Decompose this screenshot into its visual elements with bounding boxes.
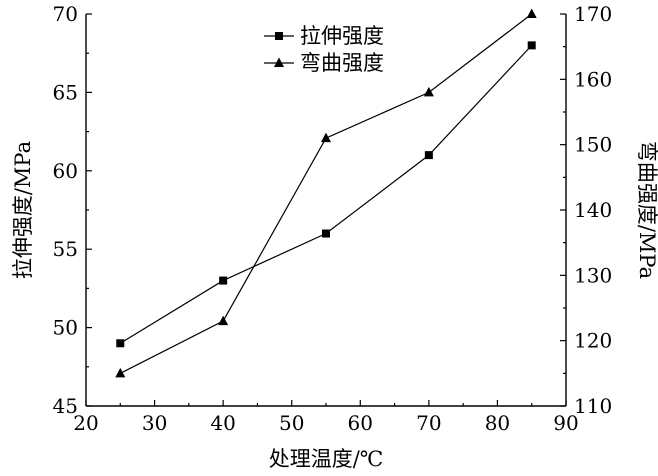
x-tick-label: 80 <box>485 411 510 435</box>
right-y-tick-label: 150 <box>574 133 612 157</box>
data-point <box>115 367 126 378</box>
series-layer <box>115 8 537 378</box>
legend-label: 弯曲强度 <box>300 51 384 75</box>
legend-marker <box>275 32 283 40</box>
data-point <box>526 8 537 18</box>
left-y-tick-label: 55 <box>53 237 78 261</box>
right-y-tick-label: 140 <box>574 198 612 222</box>
ticks: 20 30 40 50 60 70 80 90 45 50 55 60 65 70 110 120 130 140… <box>53 2 613 435</box>
x-tick-label: 40 <box>210 411 235 435</box>
data-point <box>322 229 330 238</box>
x-tick-label: 50 <box>279 411 304 435</box>
data-point <box>423 86 434 97</box>
x-tick-label: 20 <box>73 411 98 435</box>
left-y-tick-label: 45 <box>53 394 78 418</box>
data-point <box>218 315 229 326</box>
legend-label: 拉伸强度 <box>300 24 384 48</box>
left-y-tick-label: 60 <box>53 159 78 183</box>
series-line <box>119 44 533 344</box>
right-y-tick-label: 110 <box>574 394 612 418</box>
x-tick-label: 30 <box>142 411 167 435</box>
series-1 <box>116 41 536 348</box>
legend-marker <box>274 57 284 67</box>
left-y-axis-title: 拉伸强度/MPa <box>11 141 35 279</box>
data-point <box>424 151 433 160</box>
data-point <box>219 276 228 285</box>
left-y-tick-label: 50 <box>53 316 78 340</box>
right-y-tick-label: 130 <box>574 263 612 287</box>
right-y-tick-label: 160 <box>574 67 612 91</box>
right-y-tick-label: 170 <box>574 2 612 26</box>
x-tick-label: 60 <box>348 411 373 435</box>
x-tick-label: 90 <box>553 411 578 435</box>
x-axis-title: 处理温度/℃ <box>269 447 384 471</box>
right-y-axis-title: 弯曲强度/MPa <box>635 141 658 279</box>
legend-entry: 弯曲强度 <box>264 51 384 75</box>
data-point <box>527 41 536 50</box>
legend-entry: 拉伸强度 <box>264 24 384 48</box>
left-y-tick-label: 65 <box>53 80 78 104</box>
data-point <box>321 132 331 143</box>
right-y-tick-label: 120 <box>574 329 612 353</box>
series-2 <box>115 8 537 378</box>
x-tick-label: 70 <box>416 411 441 435</box>
left-y-tick-label: 70 <box>53 2 78 26</box>
data-point <box>116 339 125 348</box>
